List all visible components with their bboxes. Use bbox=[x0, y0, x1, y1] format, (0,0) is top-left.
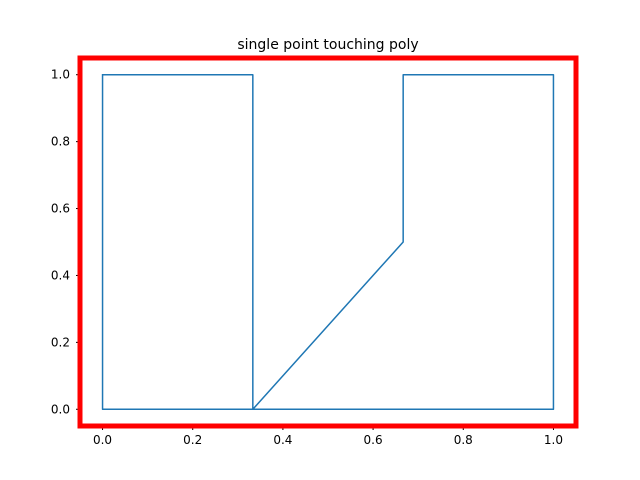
plot-area: 0.0 0.2 0.4 0.6 0.8 1.0 0.0 0.2 0.4 0.6 0.8 1.0 bbox=[51, 55, 579, 447]
x-tick-label: 1.0 bbox=[544, 433, 563, 447]
series-line-0 bbox=[101, 73, 555, 411]
x-tick-label: 0.8 bbox=[454, 433, 473, 447]
y-tick-label: 0.6 bbox=[51, 202, 70, 216]
y-tick-label: 0.8 bbox=[51, 135, 70, 149]
x-tick-label: 0.0 bbox=[93, 433, 112, 447]
chart-title: single point touching poly bbox=[237, 37, 418, 53]
y-tick-label: 1.0 bbox=[51, 68, 70, 82]
y-tick-label: 0.2 bbox=[51, 335, 70, 349]
x-tick-label: 0.4 bbox=[273, 433, 292, 447]
x-tick-label: 0.6 bbox=[364, 433, 383, 447]
x-tick-label: 0.2 bbox=[183, 433, 202, 447]
y-tick-label: 0.0 bbox=[51, 402, 70, 416]
axes-frame bbox=[77, 55, 579, 429]
y-tick-label: 0.4 bbox=[51, 268, 70, 282]
